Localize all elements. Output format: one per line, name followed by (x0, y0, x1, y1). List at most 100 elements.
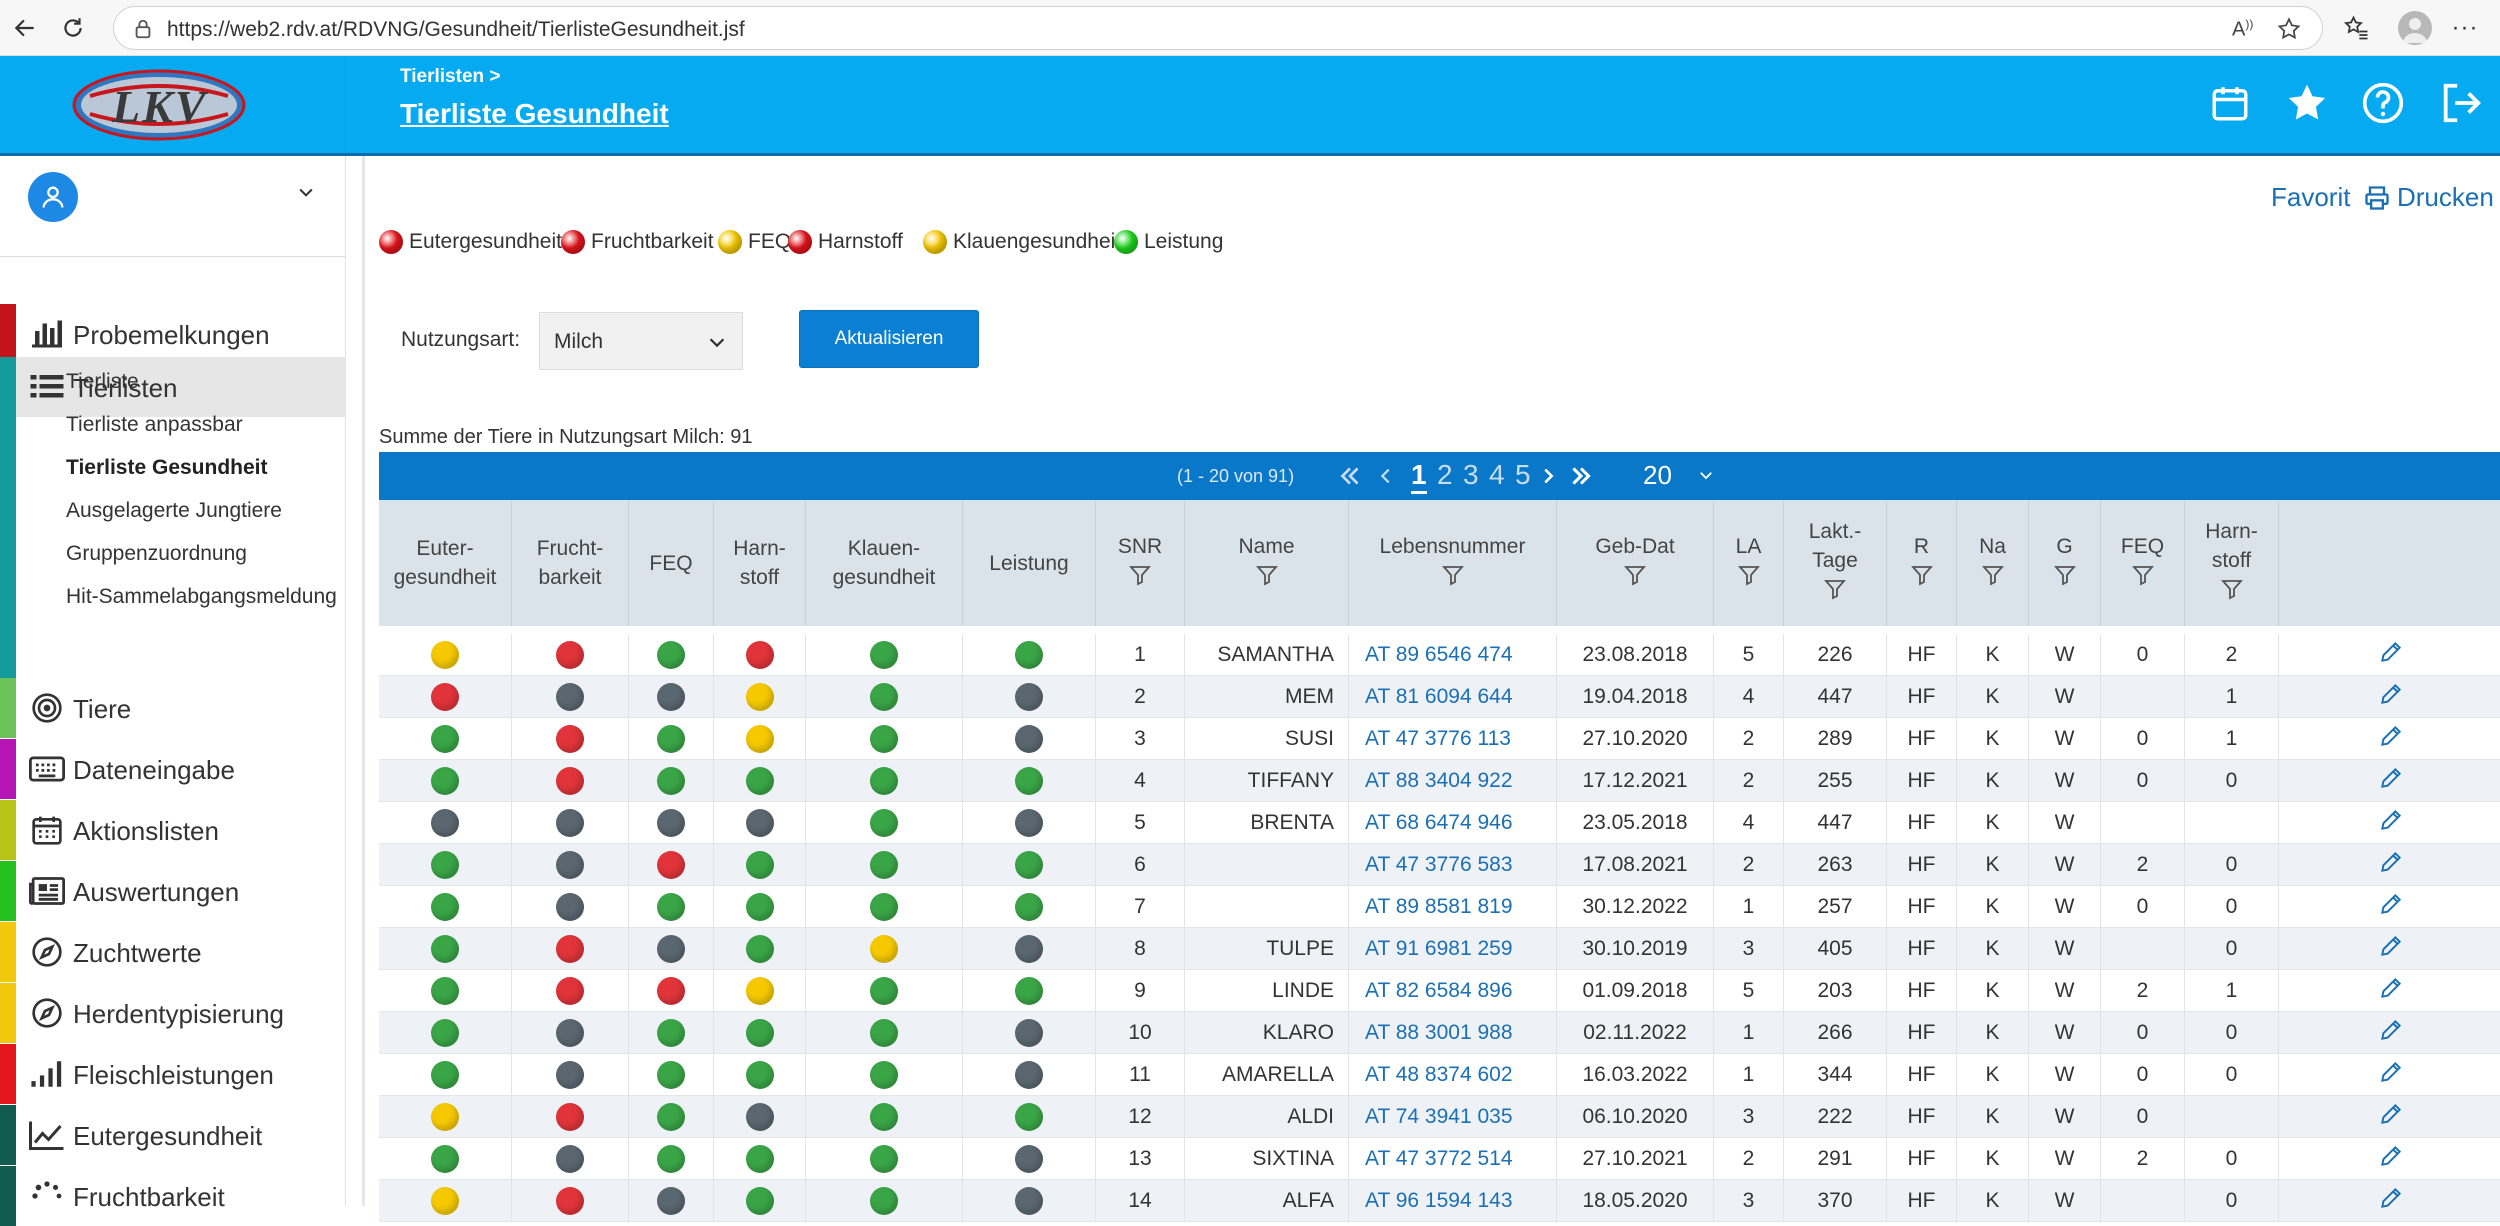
edit-pencil-icon[interactable] (2378, 1059, 2404, 1091)
edit-pencil-icon[interactable] (2378, 891, 2404, 923)
filter-icon[interactable] (1910, 563, 1934, 595)
sidebar-item-fruchtbarkeit[interactable]: Fruchtbarkeit (0, 1166, 346, 1226)
sidebar-subitem[interactable]: Tierliste Gesundheit (66, 456, 268, 479)
cell-edit[interactable] (2279, 760, 2500, 802)
cell-edit[interactable] (2279, 1180, 2500, 1222)
edit-pencil-icon[interactable] (2378, 1017, 2404, 1049)
cell-edit[interactable] (2279, 886, 2500, 928)
cell-edit[interactable] (2279, 1012, 2500, 1054)
cell-edit[interactable] (2279, 676, 2500, 718)
cell-edit[interactable] (2279, 1138, 2500, 1180)
filter-icon[interactable] (2131, 563, 2155, 595)
favorites-icon[interactable] (2340, 11, 2374, 45)
cell-lnr[interactable]: AT 89 8581 819 (1349, 886, 1557, 928)
address-bar[interactable]: https://web2.rdv.at/RDVNG/Gesundheit/Tie… (113, 6, 2323, 50)
help-icon[interactable] (2358, 78, 2408, 128)
page-size-value[interactable]: 20 (1643, 460, 1672, 490)
logo[interactable]: LKV (0, 56, 346, 153)
cell-edit[interactable] (2279, 970, 2500, 1012)
column-header-snr[interactable]: SNR (1096, 500, 1185, 626)
edit-pencil-icon[interactable] (2378, 765, 2404, 797)
filter-icon[interactable] (2053, 563, 2077, 595)
cell-edit[interactable] (2279, 928, 2500, 970)
edit-pencil-icon[interactable] (2378, 1101, 2404, 1133)
sidebar-item-aktionslisten[interactable]: Aktionslisten (0, 800, 346, 860)
filter-icon[interactable] (1823, 577, 1847, 609)
cell-edit[interactable] (2279, 718, 2500, 760)
drucken-button[interactable]: Drucken (2363, 182, 2494, 213)
table-row[interactable]: 3 SUSI AT 47 3776 113 27.10.2020 2 289 HF K W 0 1 (379, 718, 2500, 760)
breadcrumb[interactable]: Tierlisten > (400, 66, 501, 87)
filter-icon[interactable] (1128, 563, 1152, 595)
filter-icon[interactable] (1981, 563, 2005, 595)
first-page-icon[interactable] (1337, 462, 1363, 490)
table-row[interactable]: 1 SAMANTHA AT 89 6546 474 23.08.2018 5 226 HF K… (379, 634, 2500, 676)
column-header-r[interactable]: R (1887, 500, 1957, 626)
page-number[interactable]: 4 (1489, 459, 1505, 490)
table-row[interactable]: 2 MEM AT 81 6094 644 19.04.2018 4 447 HF K W 1 (379, 676, 2500, 718)
page-title[interactable]: Tierliste Gesundheit (400, 98, 669, 129)
column-header-na[interactable]: Na (1957, 500, 2029, 626)
logout-icon[interactable] (2436, 78, 2486, 128)
edit-pencil-icon[interactable] (2378, 681, 2404, 713)
page-number[interactable]: 3 (1463, 459, 1479, 490)
star-outline-icon[interactable] (2276, 16, 2302, 47)
favorit-link[interactable]: Favorit (2271, 182, 2351, 212)
edit-pencil-icon[interactable] (2378, 975, 2404, 1007)
cell-lnr[interactable]: AT 82 6584 896 (1349, 970, 1557, 1012)
column-header-lakt[interactable]: Lakt.- Tage (1784, 500, 1887, 626)
edit-pencil-icon[interactable] (2378, 1143, 2404, 1175)
last-page-icon[interactable] (1567, 462, 1595, 490)
table-row[interactable]: 6 AT 47 3776 583 17.08.2021 2 263 HF K W 2 0 (379, 844, 2500, 886)
table-row[interactable]: 9 LINDE AT 82 6584 896 01.09.2018 5 203 HF K W 2 1 (379, 970, 2500, 1012)
sidebar-item-eutergesundheit[interactable]: Eutergesundheit (0, 1105, 346, 1165)
column-header-feq2[interactable]: FEQ (2101, 500, 2185, 626)
chevron-down-icon[interactable] (296, 182, 316, 207)
edit-pencil-icon[interactable] (2378, 1185, 2404, 1217)
sidebar-item-tiere[interactable]: Tiere (0, 678, 346, 738)
cell-lnr[interactable]: AT 81 6094 644 (1349, 676, 1557, 718)
cell-lnr[interactable]: AT 47 3776 113 (1349, 718, 1557, 760)
filter-icon[interactable] (2220, 577, 2244, 609)
cell-lnr[interactable]: AT 88 3001 988 (1349, 1012, 1557, 1054)
table-row[interactable]: 10 KLARO AT 88 3001 988 02.11.2022 1 266 HF K W 0… (379, 1012, 2500, 1054)
sidebar-item-tierlisten[interactable]: Tierlisten (0, 357, 346, 678)
cell-lnr[interactable]: AT 96 1594 143 (1349, 1180, 1557, 1222)
calendar-icon[interactable] (2205, 78, 2255, 128)
sidebar-item-zuchtwerte[interactable]: Zuchtwerte (0, 922, 346, 982)
edit-pencil-icon[interactable] (2378, 849, 2404, 881)
cell-lnr[interactable]: AT 47 3772 514 (1349, 1138, 1557, 1180)
sidebar-subitem[interactable]: Tierliste anpassbar (66, 413, 243, 436)
column-header-name[interactable]: Name (1185, 500, 1349, 626)
table-row[interactable]: 7 AT 89 8581 819 30.12.2022 1 257 HF K W 0 0 (379, 886, 2500, 928)
profile-avatar[interactable] (2398, 11, 2432, 45)
sidebar-item-auswertungen[interactable]: Auswertungen (0, 861, 346, 921)
cell-lnr[interactable]: AT 68 6474 946 (1349, 802, 1557, 844)
edit-pencil-icon[interactable] (2378, 933, 2404, 965)
page-number[interactable]: 1 (1411, 459, 1427, 494)
table-row[interactable]: 14 ALFA AT 96 1594 143 18.05.2020 3 370 HF K W 0 (379, 1180, 2500, 1222)
filter-icon[interactable] (1441, 563, 1465, 595)
read-aloud-icon[interactable]: A)) (2232, 17, 2254, 41)
edit-pencil-icon[interactable] (2378, 639, 2404, 671)
sidebar-subitem[interactable]: Gruppenzuordnung (66, 542, 247, 565)
column-header-geb[interactable]: Geb-Dat (1557, 500, 1714, 626)
cell-lnr[interactable]: AT 47 3776 583 (1349, 844, 1557, 886)
sidebar-item-herdentypisierung[interactable]: Herdentypisierung (0, 983, 346, 1043)
user-icon[interactable] (28, 172, 78, 222)
cell-edit[interactable] (2279, 1096, 2500, 1138)
column-header-la[interactable]: LA (1714, 500, 1784, 626)
edit-pencil-icon[interactable] (2378, 723, 2404, 755)
column-header-lnr[interactable]: Lebensnummer (1349, 500, 1557, 626)
cell-edit[interactable] (2279, 634, 2500, 676)
sidebar-item-probemelkungen[interactable]: Probemelkungen (0, 304, 346, 364)
cell-edit[interactable] (2279, 1054, 2500, 1096)
table-row[interactable]: 4 TIFFANY AT 88 3404 922 17.12.2021 2 255 HF K W… (379, 760, 2500, 802)
column-header-g[interactable]: G (2029, 500, 2101, 626)
edit-pencil-icon[interactable] (2378, 807, 2404, 839)
sidebar-subitem[interactable]: Ausgelagerte Jungtiere (66, 499, 282, 522)
aktualisieren-button[interactable]: Aktualisieren (799, 310, 979, 368)
nutzungsart-select[interactable]: Milch (539, 312, 743, 370)
filter-icon[interactable] (1737, 563, 1761, 595)
sidebar-subitem[interactable]: Tierliste (66, 370, 139, 393)
